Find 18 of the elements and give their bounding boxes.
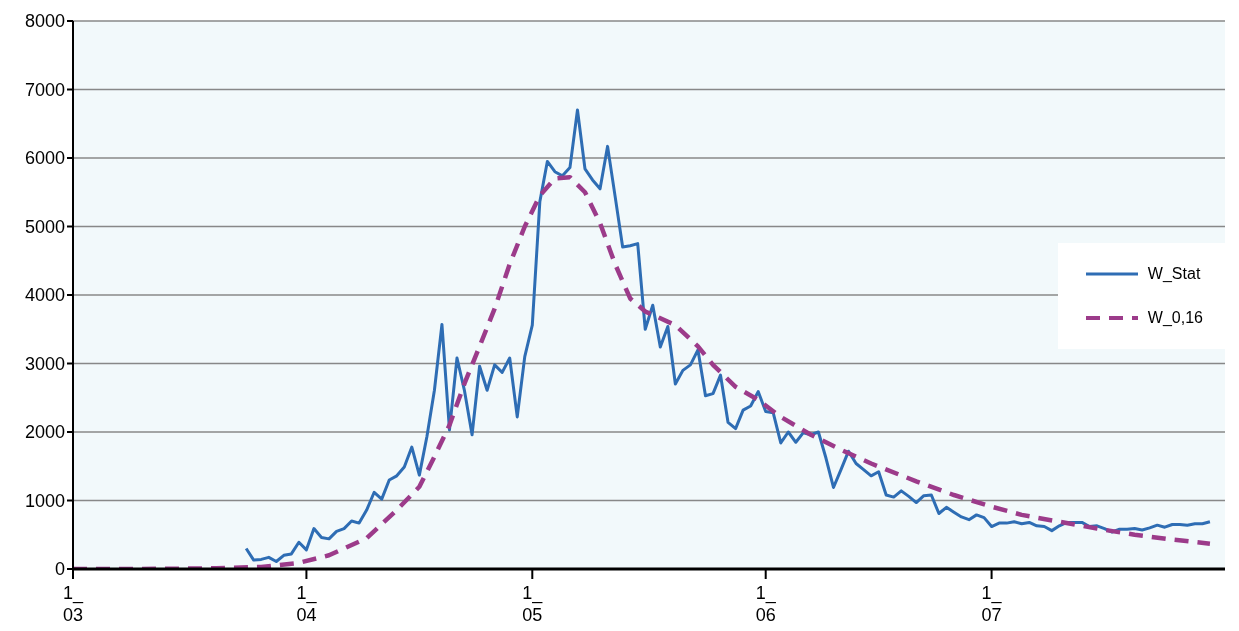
y-tick-label: 1000	[24, 490, 65, 511]
y-tick-label: 6000	[24, 148, 65, 169]
x-tick-label: 1_ 05	[522, 583, 544, 625]
line-series	[244, 108, 1212, 563]
x-tick-label: 1_ 03	[62, 583, 84, 625]
y-tick-label: 8000	[24, 11, 65, 32]
x-tick-label: 1_ 07	[981, 583, 1003, 625]
legend-label: W_Stat	[1147, 265, 1201, 283]
y-tick-label: 5000	[24, 216, 65, 237]
x-tick-label: 1_ 06	[755, 583, 777, 625]
y-tick-label: 7000	[24, 79, 65, 100]
legend-label: W_0,16	[1147, 309, 1203, 327]
y-tick-label: 3000	[24, 353, 65, 374]
x-tick-label: 1_ 04	[296, 583, 318, 625]
y-tick-label: 0	[54, 559, 65, 580]
y-tick-label: 2000	[24, 422, 65, 443]
line-series	[73, 174, 1213, 569]
y-tick-label: 4000	[24, 285, 65, 306]
